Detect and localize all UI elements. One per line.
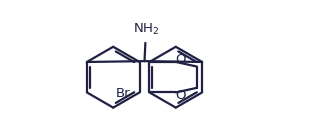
Text: Br: Br — [115, 87, 130, 100]
Text: NH$_2$: NH$_2$ — [133, 22, 160, 37]
Text: O: O — [176, 89, 186, 102]
Text: O: O — [176, 53, 186, 66]
